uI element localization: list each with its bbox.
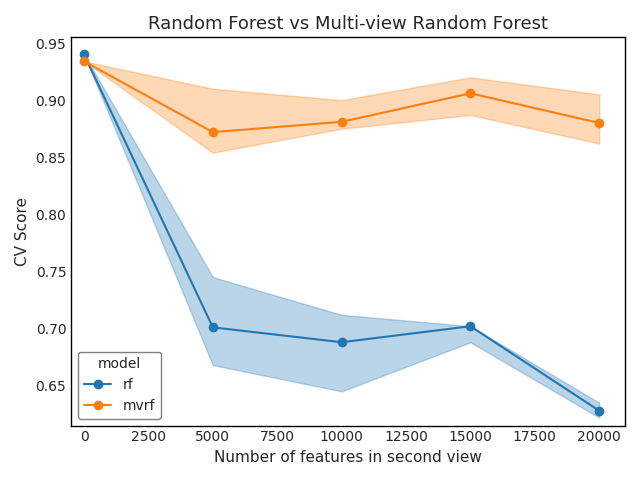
rf bbox=[338, 339, 346, 345]
Title: Random Forest vs Multi-view Random Forest: Random Forest vs Multi-view Random Fores… bbox=[148, 15, 548, 33]
mvrf bbox=[209, 129, 217, 135]
rf bbox=[80, 51, 88, 57]
Line: mvrf: mvrf bbox=[80, 57, 604, 136]
Line: rf: rf bbox=[80, 50, 604, 415]
rf bbox=[467, 324, 474, 329]
rf bbox=[209, 324, 217, 330]
Legend: rf, mvrf: rf, mvrf bbox=[78, 352, 161, 419]
mvrf bbox=[80, 59, 88, 64]
X-axis label: Number of features in second view: Number of features in second view bbox=[214, 450, 482, 465]
Y-axis label: CV Score: CV Score bbox=[15, 197, 30, 266]
mvrf bbox=[467, 90, 474, 96]
mvrf bbox=[338, 119, 346, 125]
mvrf bbox=[595, 120, 603, 126]
rf bbox=[595, 408, 603, 414]
